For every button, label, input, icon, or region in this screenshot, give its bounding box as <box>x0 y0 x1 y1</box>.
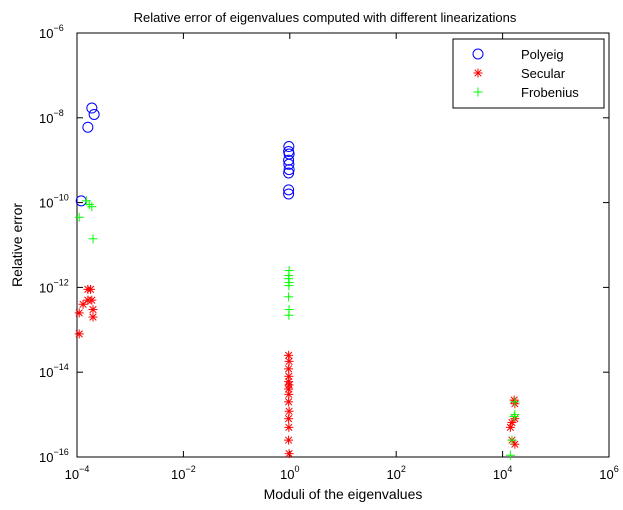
x-tick-label: 102 <box>386 464 405 482</box>
frobenius-point <box>509 412 519 422</box>
polyeig-point <box>82 121 94 133</box>
x-tick-label: 100 <box>280 464 299 482</box>
secular-point <box>284 356 294 366</box>
legend-label-frobenius: Frobenius <box>521 85 579 100</box>
secular-point <box>284 414 294 424</box>
polyeig-point <box>86 102 98 114</box>
x-tick-label: 104 <box>493 464 512 482</box>
axis-ticks: 10−4 10−2 100 102 104 106 10−16 10−14 10−12 10−10… <box>39 23 619 482</box>
x-tick-label: 10−2 <box>171 464 196 482</box>
y-tick-label: 10−8 <box>39 108 64 126</box>
legend: Polyeig Secular Frobenius <box>452 38 605 109</box>
secular-point <box>74 308 84 318</box>
x-axis-label: Moduli of the eigenvalues <box>264 486 423 502</box>
secular-point <box>88 312 98 322</box>
secular-point <box>284 364 294 374</box>
polyeig-point <box>283 141 295 153</box>
y-tick-label: 10−16 <box>39 447 69 465</box>
frobenius-point <box>74 212 84 222</box>
data-points <box>74 102 520 460</box>
legend-marker-frobenius <box>473 87 483 97</box>
polyeig-point <box>283 154 295 166</box>
frobenius-point <box>284 281 294 291</box>
secular-point <box>88 305 98 315</box>
y-axis-label: Relative error <box>9 203 25 287</box>
legend-label-secular: Secular <box>521 66 566 81</box>
secular-point <box>284 449 294 459</box>
frobenius-point <box>507 435 517 445</box>
frobenius-point <box>87 202 97 212</box>
x-tick-label: 106 <box>599 464 618 482</box>
legend-marker-polyeig <box>472 48 484 60</box>
series-frobenius <box>74 196 520 460</box>
polyeig-point <box>283 188 295 200</box>
y-tick-label: 10−6 <box>39 23 64 41</box>
y-tick-label: 10−14 <box>39 362 69 380</box>
legend-item-polyeig: Polyeig <box>472 47 564 62</box>
y-tick-label: 10−12 <box>39 277 69 295</box>
frobenius-point <box>510 410 520 420</box>
legend-item-secular: Secular <box>473 66 566 81</box>
frobenius-point <box>284 310 294 320</box>
secular-point <box>87 295 97 305</box>
polyeig-point <box>283 158 295 170</box>
secular-point <box>86 284 96 294</box>
frobenius-point <box>284 292 294 302</box>
frobenius-point <box>510 397 520 407</box>
y-tick-label: 10−10 <box>39 193 69 211</box>
legend-item-frobenius: Frobenius <box>473 85 579 100</box>
series-polyeig <box>75 102 295 207</box>
polyeig-point <box>283 184 295 196</box>
secular-point <box>74 329 84 339</box>
secular-point <box>284 422 294 432</box>
polyeig-point <box>88 108 100 120</box>
legend-marker-secular <box>473 68 483 78</box>
x-tick-label: 10−4 <box>65 464 90 482</box>
frobenius-point <box>505 450 515 460</box>
legend-label-polyeig: Polyeig <box>521 47 564 62</box>
secular-point <box>284 397 294 407</box>
frobenius-point <box>88 234 98 244</box>
secular-point <box>284 389 294 399</box>
chart-title: Relative error of eigenvalues computed w… <box>134 10 517 25</box>
secular-point <box>284 435 294 445</box>
polyeig-point <box>283 164 295 176</box>
polyeig-point <box>283 167 295 179</box>
